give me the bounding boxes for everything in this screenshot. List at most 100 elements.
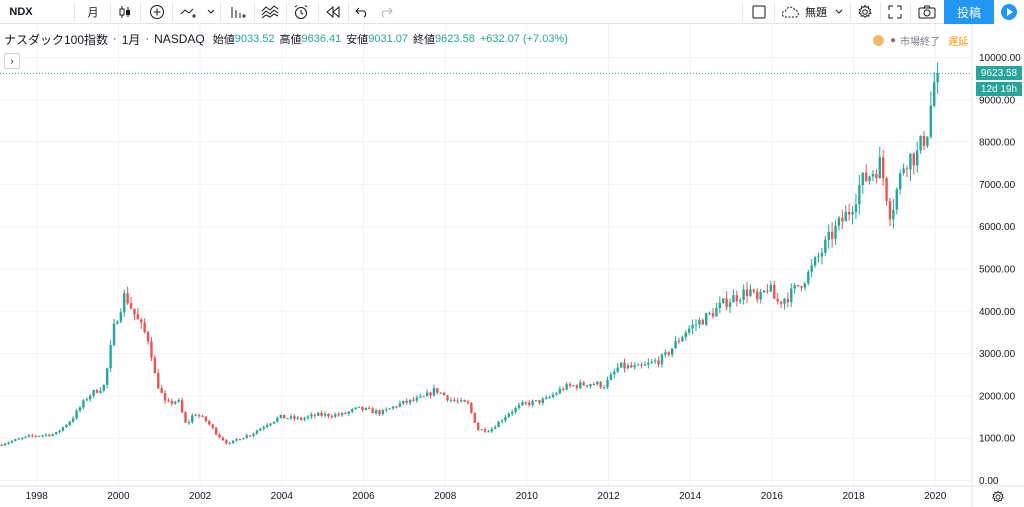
legend-collapse-button[interactable]: › [4,53,20,69]
candle-body [497,421,500,428]
chevron-down-icon [207,9,215,14]
layout-button[interactable] [748,0,770,24]
play-button[interactable] [994,0,1024,24]
candle-body [691,324,694,329]
candle-body [317,412,320,416]
candle-body [528,402,531,406]
candle-body [34,435,37,437]
template-icon [261,5,279,19]
plus-circle-icon [150,5,164,19]
snapshot-button[interactable] [914,0,940,24]
delayed-badge[interactable]: 遅延 [948,37,968,48]
candle-body [902,168,905,174]
candle-body [490,428,493,432]
chart-settings-corner[interactable] [989,489,1007,505]
candle-body [320,412,323,416]
interval-button[interactable]: 月 [87,7,99,19]
price-tick-label: 7000.00 [979,180,1016,191]
candle-body [330,416,334,418]
play-circle-icon [1001,4,1017,20]
candle-body [51,434,54,436]
legend-title[interactable]: ナスダック100指数 [4,32,109,47]
settings-button[interactable] [854,0,876,24]
candle-body [92,390,95,396]
layout-dropdown[interactable] [832,0,846,24]
symbol-search[interactable]: NDX [9,6,33,18]
candle-body [293,416,296,419]
candle-body [585,385,589,387]
toolbar-divider [110,3,111,21]
candle-body [163,393,167,401]
candle-body [112,323,116,345]
open-value: 9033.52 [234,33,275,45]
fullscreen-button[interactable] [884,0,906,24]
candle-body [82,400,85,408]
candle-body [214,427,218,435]
compare-button[interactable] [146,0,168,24]
candle-body [504,417,507,421]
gear-icon [992,490,1004,503]
candle-body [837,217,841,226]
candle-body [99,390,102,393]
candle-body [313,414,317,416]
close-value: 9623.58 [435,33,475,45]
candle-body [252,433,255,436]
candle-body [184,412,187,423]
publish-button[interactable]: 投稿 [944,0,994,24]
templates-button[interactable] [258,0,282,24]
open-label: 始値 [212,34,235,46]
candle-body [742,289,745,300]
candle-body [446,395,449,401]
candle-body [735,295,739,302]
candle-body [54,432,58,435]
candle-body [41,435,44,437]
candle-body [265,425,269,428]
candle-body [854,204,858,213]
candle-body [344,412,347,414]
candle-body [926,136,929,146]
candle-body [361,406,364,410]
candle-body [653,360,657,362]
candle-body [633,365,636,368]
price-tick-label: 9000.00 [979,95,1016,106]
candle-body [75,410,78,419]
candle-body [228,443,231,445]
indicators-dropdown[interactable] [204,0,218,24]
candle-body [630,365,633,368]
undo-button[interactable] [352,0,372,24]
candle-body [286,418,289,420]
candle-body [626,365,630,369]
alert-button[interactable] [290,0,312,24]
candle-body [235,439,238,441]
candle-body [820,252,824,257]
candle-body [456,400,459,402]
candle-body [895,189,898,210]
cloud-save-button[interactable] [778,0,802,24]
candle-body [592,384,596,386]
candle-body [405,400,408,403]
candle-body [395,406,398,408]
time-axis: 1998 2000 2002 2004 2006 2008 2010 2012 2014 2016… [26,491,947,502]
legend-interval: 1月 [121,32,141,47]
candle-body [378,410,381,415]
candle-body [708,313,711,315]
candle-body [511,412,514,414]
time-tick-label: 2008 [434,491,457,502]
indicators-button[interactable] [178,0,200,24]
candle-style-button[interactable] [114,0,136,24]
candle-body [269,423,272,426]
candle-body [14,439,17,441]
financials-button[interactable] [226,0,250,24]
toolbar-divider [74,3,75,21]
candle-body [354,407,357,410]
replay-button[interactable] [322,0,344,24]
layout-name[interactable]: 無題 [805,7,827,19]
candle-body [769,285,773,292]
market-status-text: 市場終了 [900,37,940,48]
candle-body [412,399,415,401]
candle-body [279,414,282,418]
redo-button[interactable] [376,0,396,24]
candle-body [487,431,490,433]
candle-body [402,400,405,404]
